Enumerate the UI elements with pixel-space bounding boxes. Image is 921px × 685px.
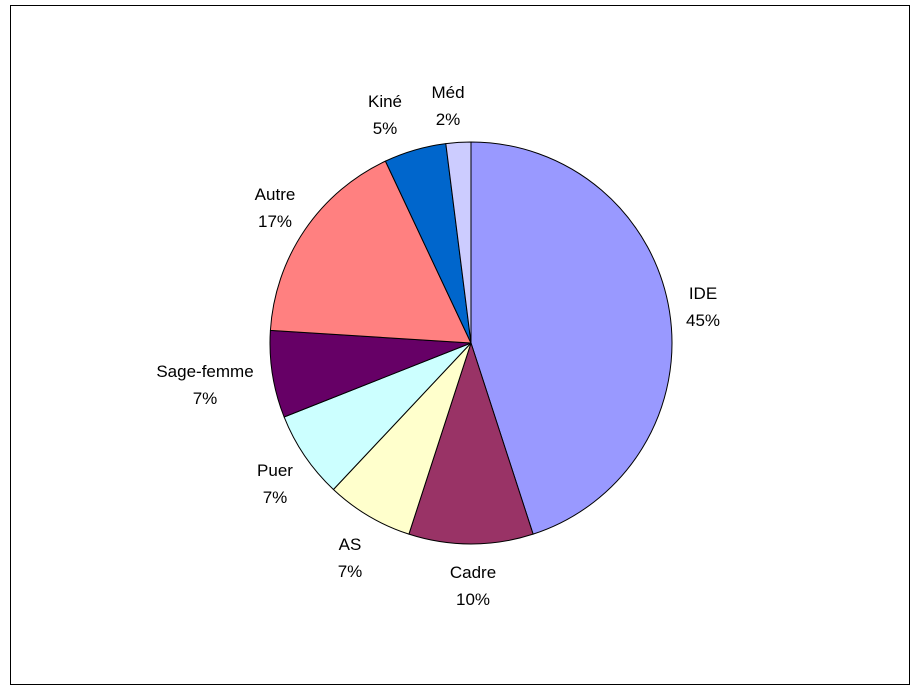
pie-slice-ide: [470, 141, 673, 535]
pie-slice-m-d: [445, 141, 472, 344]
slice-label: IDE: [689, 284, 717, 303]
pie-labels: IDE 45% Cadre 10% AS 7% Puer 7% Sage-femme 7% Autr…: [156, 83, 720, 609]
slice-label: Puer: [257, 461, 293, 480]
slice-value-label: 7%: [338, 562, 363, 581]
slice-label: Sage-femme: [156, 362, 253, 381]
slice-value-label: 2%: [436, 110, 461, 129]
slice-value-label: 17%: [258, 212, 292, 231]
slice-value-label: 5%: [373, 119, 398, 138]
slice-label: Autre: [255, 185, 296, 204]
pie-slice-autre: [269, 160, 472, 344]
slice-value-label: 10%: [456, 590, 490, 609]
slice-label: AS: [339, 535, 362, 554]
pie-slice-cadre: [408, 342, 534, 545]
slice-label: Cadre: [450, 563, 496, 582]
slice-value-label: 7%: [193, 389, 218, 408]
pie-slices: [269, 141, 673, 545]
slice-value-label: 7%: [263, 488, 288, 507]
slice-value-label: 45%: [686, 311, 720, 330]
slice-label: Méd: [431, 83, 464, 102]
slice-label: Kiné: [368, 92, 402, 111]
